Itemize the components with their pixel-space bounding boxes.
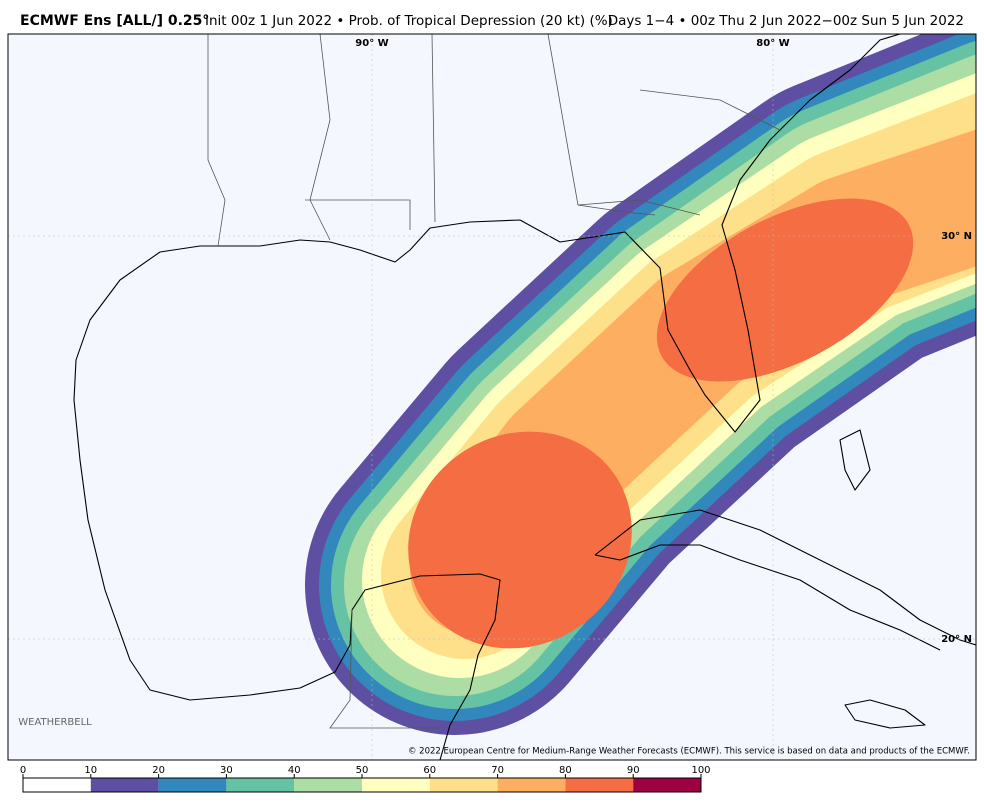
colorbar-swatch: [23, 778, 91, 792]
colorbar-tick-label: 50: [356, 765, 369, 776]
map: 90° W 80° W 30° N 20° N WEATHERBELL © 20…: [8, 34, 976, 760]
coastline: [159, 34, 901, 433]
colorbar-tick-label: 90: [627, 765, 640, 776]
colorbar-swatch: [633, 778, 701, 792]
coastline: [594, 509, 976, 651]
border: [207, 34, 781, 729]
band-80: [656, 198, 914, 382]
colorbar-swatch: [226, 778, 295, 792]
colorbar-swatch: [158, 778, 227, 792]
lon-label: 90° W: [355, 38, 388, 49]
title-rest: Init 00z 1 Jun 2022 • Prob. of Tropical …: [205, 13, 613, 29]
colorbar-swatch: [362, 778, 430, 792]
colorbar-swatch: [90, 778, 159, 792]
colorbar-swatch: [429, 778, 498, 792]
colorbar-swatch: [294, 778, 362, 792]
lon-label: 80° W: [756, 38, 789, 49]
copyright: © 2022 European Centre for Medium-Range …: [408, 747, 970, 757]
logo: WEATHERBELL: [18, 717, 92, 728]
colorbar-tick-label: 100: [691, 765, 710, 776]
colorbar: 0 10 20 30 40 50 60 70 80 90 100: [20, 765, 711, 793]
colorbar-tick-label: 60: [423, 765, 436, 776]
title-bold: ECMWF Ens [ALL/] 0.25°: [20, 13, 209, 29]
valid-time: Days 1−4 • 00z Thu 2 Jun 2022−00z Sun 5 …: [608, 13, 964, 29]
colorbar-tick-label: 10: [84, 765, 97, 776]
colorbar-tick-label: 20: [152, 765, 165, 776]
coastline: [73, 251, 501, 760]
colorbar-swatch: [565, 778, 634, 792]
probability-field: [305, 34, 976, 735]
band-80: [408, 431, 632, 649]
map-frame: [7, 33, 977, 761]
colorbar-tick-label: 80: [559, 765, 572, 776]
colorbar-tick-label: 40: [288, 765, 301, 776]
colorbar-swatch: [497, 778, 566, 792]
colorbar-tick-label: 0: [20, 765, 26, 776]
lat-label: 20° N: [941, 634, 972, 645]
colorbar-tick-label: 30: [220, 765, 233, 776]
coastline: [839, 429, 926, 729]
lat-label: 30° N: [941, 231, 972, 242]
colorbar-tick-label: 70: [491, 765, 504, 776]
